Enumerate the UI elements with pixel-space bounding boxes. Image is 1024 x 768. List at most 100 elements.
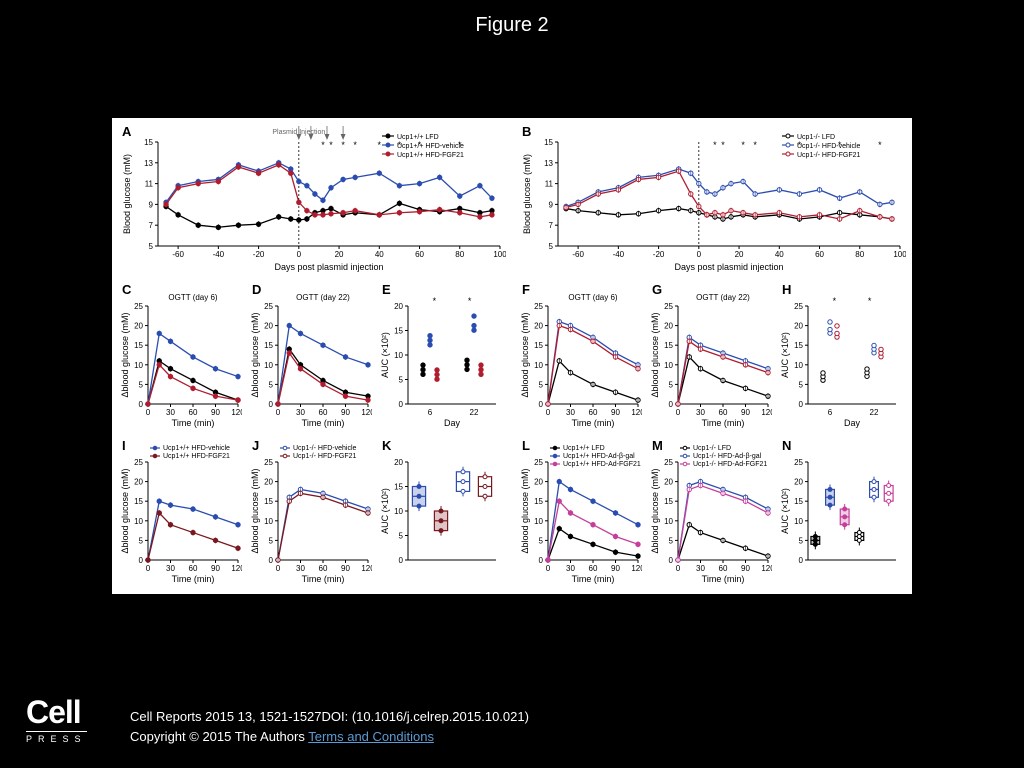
svg-text:Ucp1+/+ LFD: Ucp1+/+ LFD — [397, 134, 439, 141]
svg-text:H: H — [782, 282, 791, 297]
svg-text:Blood glucose (mM): Blood glucose (mM) — [522, 154, 532, 234]
svg-text:10: 10 — [794, 517, 803, 526]
svg-text:60: 60 — [719, 564, 728, 573]
svg-text:10: 10 — [134, 517, 143, 526]
svg-text:C: C — [122, 282, 132, 297]
svg-text:ITT: ITT — [329, 124, 340, 126]
svg-text:0: 0 — [276, 564, 281, 573]
svg-text:Ucp1-/- HFD-vehicle: Ucp1-/- HFD-vehicle — [293, 445, 357, 452]
svg-text:AUC (×10²): AUC (×10²) — [380, 488, 390, 534]
svg-text:120: 120 — [761, 408, 772, 417]
svg-text:9: 9 — [549, 200, 554, 209]
svg-text:-40: -40 — [613, 250, 625, 259]
svg-text:15: 15 — [144, 138, 153, 147]
svg-text:90: 90 — [211, 564, 220, 573]
svg-text:30: 30 — [696, 408, 705, 417]
svg-text:10: 10 — [534, 361, 543, 370]
svg-text:30: 30 — [296, 408, 305, 417]
svg-text:60: 60 — [815, 250, 824, 259]
svg-text:Blood glucose (mM): Blood glucose (mM) — [122, 154, 132, 234]
svg-text:120: 120 — [631, 564, 642, 573]
svg-text:OGTT (day 6): OGTT (day 6) — [168, 293, 218, 302]
svg-text:5: 5 — [139, 536, 144, 545]
svg-text:Ucp1+/+ HFD-Ad-β-gal: Ucp1+/+ HFD-Ad-β-gal — [563, 453, 635, 460]
svg-text:B: B — [522, 124, 531, 139]
svg-text:*: * — [868, 296, 872, 306]
svg-text:L: L — [522, 438, 530, 453]
svg-text:AUC (×10²): AUC (×10²) — [780, 488, 790, 534]
svg-text:25: 25 — [534, 458, 543, 467]
svg-text:Ucp1-/- HFD-Ad-FGF21: Ucp1-/- HFD-Ad-FGF21 — [693, 461, 767, 468]
svg-text:7: 7 — [149, 221, 154, 230]
svg-text:Ucp1+/+ HFD-vehicle: Ucp1+/+ HFD-vehicle — [163, 445, 230, 452]
svg-text:20: 20 — [534, 478, 543, 487]
svg-text:Ucp1+/+ LFD: Ucp1+/+ LFD — [563, 445, 605, 452]
svg-text:*: * — [741, 140, 745, 150]
svg-text:90: 90 — [611, 564, 620, 573]
svg-text:40: 40 — [775, 250, 784, 259]
citation-text: Cell Reports 2015 13, 1521-1527DOI: (10.… — [130, 709, 529, 724]
svg-text:60: 60 — [719, 408, 728, 417]
svg-text:A: A — [122, 124, 132, 139]
svg-text:Time (min): Time (min) — [302, 574, 345, 584]
svg-text:80: 80 — [455, 250, 464, 259]
copyright-text: Copyright © 2015 The Authors Terms and C… — [130, 729, 434, 744]
svg-text:7: 7 — [549, 221, 554, 230]
svg-text:AUC (×10²): AUC (×10²) — [380, 332, 390, 378]
svg-text:Δblood glucose (mM): Δblood glucose (mM) — [520, 312, 530, 397]
svg-text:90: 90 — [611, 408, 620, 417]
svg-text:90: 90 — [741, 564, 750, 573]
svg-text:Ucp1+/+ HFD-vehicle: Ucp1+/+ HFD-vehicle — [397, 143, 464, 150]
svg-text:5: 5 — [269, 536, 274, 545]
svg-text:G: G — [652, 282, 662, 297]
svg-text:15: 15 — [664, 497, 673, 506]
svg-text:0: 0 — [276, 408, 281, 417]
svg-text:120: 120 — [631, 408, 642, 417]
svg-text:0: 0 — [799, 400, 804, 409]
svg-text:20: 20 — [394, 302, 403, 311]
svg-text:15: 15 — [534, 341, 543, 350]
svg-text:0: 0 — [269, 556, 274, 565]
svg-text:Ucp1-/- HFD-FGF21: Ucp1-/- HFD-FGF21 — [293, 453, 357, 460]
svg-text:60: 60 — [415, 250, 424, 259]
svg-text:AUC (×10²): AUC (×10²) — [780, 332, 790, 378]
svg-text:Time (min): Time (min) — [572, 574, 615, 584]
svg-text:15: 15 — [794, 341, 803, 350]
svg-text:Δblood glucose (mM): Δblood glucose (mM) — [250, 468, 260, 553]
svg-text:Ucp1-/- HFD-FGF21: Ucp1-/- HFD-FGF21 — [797, 152, 861, 159]
svg-text:20: 20 — [534, 322, 543, 331]
svg-text:10: 10 — [264, 517, 273, 526]
svg-text:25: 25 — [264, 302, 273, 311]
svg-text:30: 30 — [296, 564, 305, 573]
svg-text:60: 60 — [189, 408, 198, 417]
svg-text:Day: Day — [844, 418, 861, 428]
svg-text:Ucp1+/+ HFD-FGF21: Ucp1+/+ HFD-FGF21 — [397, 152, 464, 159]
svg-text:15: 15 — [134, 341, 143, 350]
svg-text:Time (min): Time (min) — [572, 418, 615, 428]
svg-text:90: 90 — [341, 564, 350, 573]
terms-link[interactable]: Terms and Conditions — [308, 729, 434, 744]
svg-text:25: 25 — [264, 458, 273, 467]
svg-text:11: 11 — [145, 180, 154, 189]
svg-text:20: 20 — [134, 322, 143, 331]
svg-text:20: 20 — [335, 250, 344, 259]
svg-text:120: 120 — [231, 408, 242, 417]
svg-text:90: 90 — [741, 408, 750, 417]
svg-text:120: 120 — [361, 408, 372, 417]
svg-text:25: 25 — [134, 458, 143, 467]
svg-text:-60: -60 — [572, 250, 584, 259]
svg-text:22: 22 — [870, 408, 879, 417]
svg-text:*: * — [321, 140, 325, 150]
svg-text:25: 25 — [794, 458, 803, 467]
svg-text:20: 20 — [664, 478, 673, 487]
svg-text:40: 40 — [375, 250, 384, 259]
svg-text:5: 5 — [799, 536, 804, 545]
svg-text:*: * — [468, 296, 472, 306]
svg-text:*: * — [353, 140, 357, 150]
svg-text:30: 30 — [566, 408, 575, 417]
svg-text:0: 0 — [669, 400, 674, 409]
svg-text:Ucp1-/- HFD-Ad-β-gal: Ucp1-/- HFD-Ad-β-gal — [693, 453, 762, 460]
svg-text:OGTT (day 6): OGTT (day 6) — [568, 293, 618, 302]
svg-text:Ucp1+/+ HFD-Ad-FGF21: Ucp1+/+ HFD-Ad-FGF21 — [563, 461, 641, 468]
svg-text:120: 120 — [361, 564, 372, 573]
